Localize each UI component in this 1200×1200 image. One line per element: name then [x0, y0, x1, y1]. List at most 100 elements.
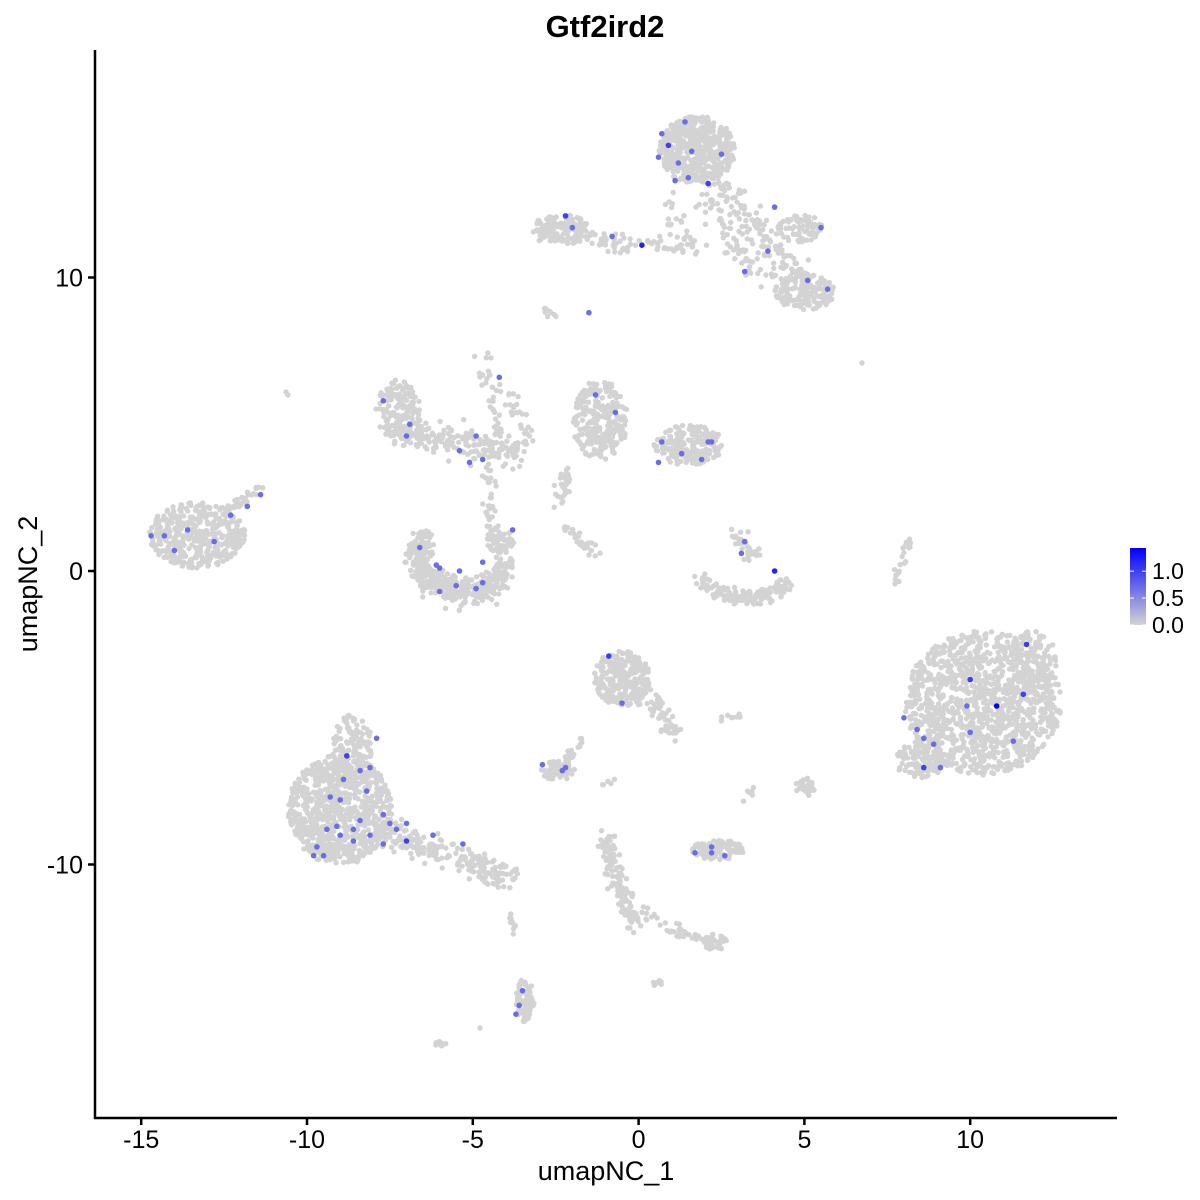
cell-point — [684, 228, 690, 234]
cell-point — [690, 171, 696, 177]
cell-point — [449, 597, 456, 603]
cell-point — [1001, 743, 1007, 749]
cell-point — [492, 431, 498, 438]
cell-point — [742, 258, 748, 264]
cell-point — [722, 148, 728, 155]
cell-point — [689, 160, 695, 166]
cell-point — [943, 706, 950, 712]
cell-point — [993, 719, 999, 725]
cell-point — [572, 434, 578, 440]
cell-point — [491, 571, 498, 578]
cell-point — [747, 589, 753, 596]
cell-point — [780, 218, 786, 225]
cell-point — [385, 392, 391, 399]
cell-point — [620, 245, 626, 252]
cell-point — [916, 696, 923, 702]
cell-point — [694, 129, 700, 135]
cell-point — [1011, 640, 1018, 646]
cell-point — [429, 575, 435, 582]
cell-point — [578, 441, 584, 447]
cell-point — [1044, 702, 1050, 708]
cell-point — [694, 425, 700, 431]
cell-point — [576, 530, 583, 536]
cell-point — [396, 401, 402, 407]
cell-point — [1040, 656, 1047, 662]
cell-point — [1004, 690, 1010, 697]
cell-point — [903, 699, 910, 706]
cell-point — [528, 427, 535, 434]
cell-point — [713, 452, 720, 458]
cell-point — [692, 446, 698, 452]
cell-point — [820, 295, 826, 301]
cell-point — [589, 240, 595, 246]
cell-point — [746, 267, 752, 273]
cell-point — [663, 429, 669, 435]
cell-point — [705, 143, 711, 149]
cell-point — [739, 223, 745, 230]
cell-point — [1038, 684, 1044, 691]
cell-point — [585, 399, 592, 405]
cell-point — [948, 750, 954, 756]
cell-point — [385, 416, 391, 422]
cell-point — [428, 583, 434, 589]
cell-point — [499, 442, 505, 448]
cell-point — [197, 518, 204, 524]
cell-point — [728, 203, 735, 210]
cell-point — [755, 270, 761, 277]
cell-point — [938, 705, 944, 711]
cell-point — [244, 489, 251, 495]
cell-point — [679, 175, 685, 182]
cell-point — [914, 669, 920, 676]
cell-point — [204, 550, 210, 556]
cell-point — [486, 571, 492, 577]
cell-point — [1019, 731, 1026, 737]
cell-point — [989, 769, 995, 776]
cell-point — [615, 685, 622, 692]
cell-point — [803, 272, 809, 278]
cell-point — [579, 417, 586, 423]
cell-point — [916, 661, 922, 667]
cell-point — [755, 250, 761, 256]
cell-point — [492, 409, 498, 416]
cell-point — [705, 118, 711, 124]
cell-point — [689, 460, 696, 466]
cell-point — [490, 394, 497, 400]
cell-point — [515, 393, 521, 400]
cell-point — [471, 600, 477, 607]
cell-point — [826, 279, 832, 286]
cell-point — [670, 168, 676, 175]
cell-point — [964, 635, 971, 642]
cell-point — [1028, 700, 1034, 707]
cell-point — [913, 769, 920, 775]
cell-point — [676, 441, 683, 447]
cell-point — [382, 407, 388, 413]
cell-point — [670, 189, 676, 196]
cell-point — [1051, 716, 1058, 722]
cell-point — [903, 559, 909, 565]
cell-point — [932, 724, 938, 731]
cell-point — [175, 520, 181, 526]
cell-point — [606, 678, 613, 684]
cell-point — [476, 451, 482, 457]
cell-point — [433, 435, 440, 441]
cell-point — [667, 231, 673, 238]
cell-point — [1016, 699, 1023, 705]
cell-point — [1030, 717, 1036, 723]
cell-point — [1022, 724, 1028, 730]
cell-point — [442, 605, 449, 611]
cell-point — [781, 234, 787, 240]
cell-point — [816, 283, 823, 290]
cell-point — [509, 562, 515, 568]
cell-point — [212, 544, 218, 550]
cell-point — [703, 430, 709, 437]
cell-point — [487, 475, 494, 481]
cell-point — [797, 303, 803, 310]
cell-point — [180, 536, 186, 543]
cell-point — [627, 679, 634, 685]
cell-point — [794, 213, 800, 220]
cell-point — [178, 502, 185, 508]
cell-point — [608, 381, 615, 388]
cell-point — [689, 140, 696, 146]
cell-point — [565, 219, 571, 225]
